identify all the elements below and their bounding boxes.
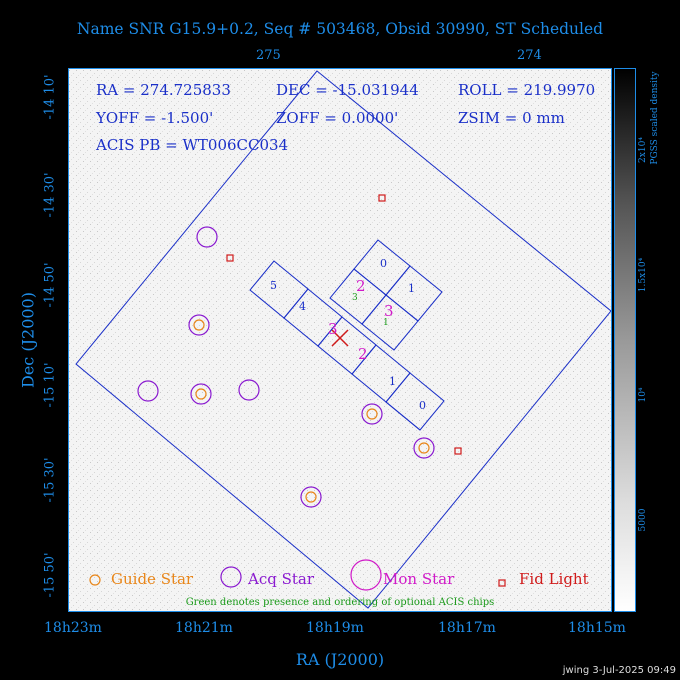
acis-readout: ACIS PB = WT006CC034: [96, 136, 289, 154]
chip-label-i3: 3: [384, 302, 394, 320]
chip-label-s4: 4: [299, 300, 306, 313]
optional-chip-i3: 3: [352, 293, 358, 303]
star-field-plot: [68, 68, 612, 612]
colorbar-tick: 10⁴: [638, 387, 648, 403]
bottom-tick-label: 18h21m: [175, 620, 233, 636]
guide-star-legend-icon: [89, 574, 101, 586]
zsim-readout: ZSIM = 0 mm: [458, 109, 565, 127]
left-tick-label: -15 30': [42, 457, 58, 503]
chip-label-i0: 0: [380, 257, 387, 270]
chip-label-s5: 5: [270, 279, 277, 292]
plot-svg: [68, 68, 612, 612]
fid-light-legend-icon: [498, 579, 506, 587]
legend-acq-star: Acq Star: [248, 570, 315, 588]
optional-chip-i1: 1: [383, 318, 389, 328]
legend-mon-star: Mon Star: [383, 570, 455, 588]
acq-stars: [137, 226, 260, 402]
color-bar: [614, 68, 636, 612]
bottom-tick-label: 18h19m: [306, 620, 364, 636]
bottom-tick-label: 18h23m: [44, 620, 102, 636]
field-of-view-outline: [75, 70, 612, 609]
y-axis-label: Dec (J2000): [18, 292, 38, 388]
left-tick-label: -15 50': [42, 552, 58, 598]
zoff-readout: ZOFF = 0.0000': [276, 109, 399, 127]
chip-label-s1: 1: [389, 375, 396, 388]
acis-i-array: [329, 239, 443, 351]
colorbar-tick: 1.5x10⁴: [638, 257, 648, 293]
left-tick-label: -14 50': [42, 262, 58, 308]
chip-label-s0: 0: [419, 399, 426, 412]
legend-fid-light: Fid Light: [519, 570, 589, 588]
chip-label-s2: 2: [358, 345, 368, 363]
legend-guide-star: Guide Star: [111, 570, 194, 588]
chip-label-i2: 2: [356, 277, 366, 295]
top-tick-label: 274: [517, 48, 542, 63]
x-axis-label: RA (J2000): [295, 650, 385, 669]
timestamp: jwing 3-Jul-2025 09:49: [562, 665, 676, 676]
page-title: Name SNR G15.9+0.2, Seq # 503468, Obsid …: [76, 20, 604, 38]
top-tick-label: 275: [256, 48, 281, 63]
colorbar-title: PGSS scaled density: [650, 71, 660, 165]
plot-frame: [68, 68, 612, 612]
left-tick-label: -14 10': [42, 74, 58, 120]
chip-label-i1: 1: [408, 282, 415, 295]
acq-star-legend-icon: [220, 566, 242, 588]
colorbar-tick: 2x10⁴: [638, 137, 648, 163]
acis-s-array: [249, 260, 445, 431]
optional-chips-note: Green denotes presence and ordering of o…: [185, 597, 495, 608]
bottom-tick-label: 18h17m: [438, 620, 496, 636]
bottom-tick-label: 18h15m: [568, 620, 626, 636]
guide-stars: [188, 314, 435, 508]
aimpoint-marker: [331, 329, 349, 347]
mon-star-legend-icon: [350, 559, 382, 591]
sky-image: [68, 68, 612, 612]
roll-readout: ROLL = 219.9970: [458, 81, 596, 99]
left-tick-label: -14 30': [42, 172, 58, 218]
fid-lights: [226, 194, 462, 455]
colorbar-tick: 5000: [638, 508, 648, 532]
dec-readout: DEC = -15.031944: [276, 81, 419, 99]
yoff-readout: YOFF = -1.500': [96, 109, 214, 127]
chip-label-s3: 3: [328, 320, 338, 338]
ra-readout: RA = 274.725833: [96, 81, 231, 99]
left-tick-label: -15 10': [42, 362, 58, 408]
